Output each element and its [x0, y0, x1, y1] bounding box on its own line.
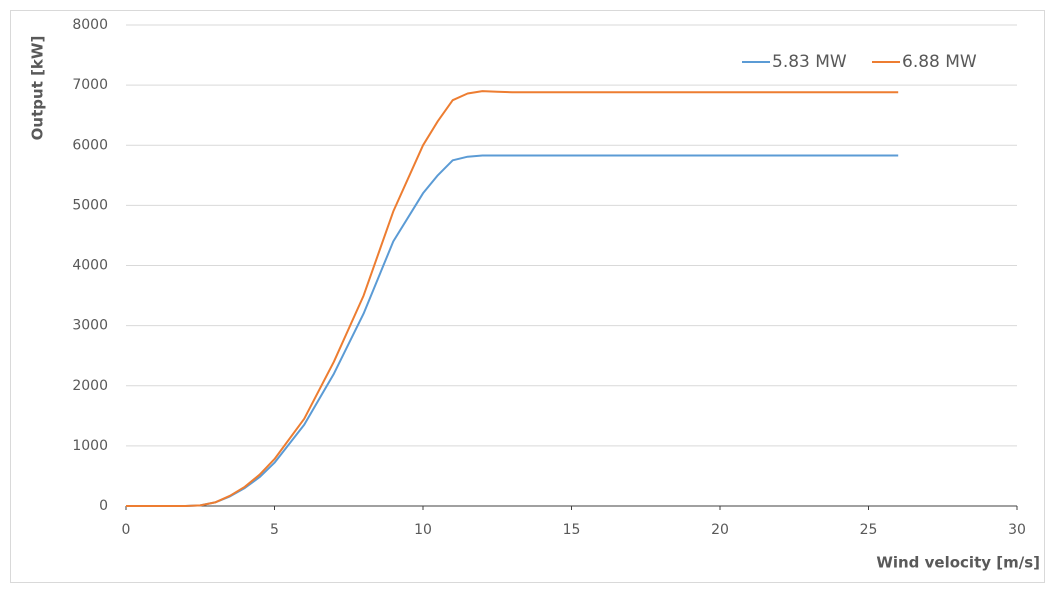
y-tick-label: 2000	[72, 378, 108, 394]
legend-label: 6.88 MW	[902, 52, 977, 72]
series-line	[126, 90, 899, 507]
x-tick-label: 5	[270, 522, 279, 538]
y-tick-label: 0	[99, 498, 108, 514]
y-axis-title: Output [kW]	[29, 36, 47, 141]
y-tick-label: 1000	[72, 438, 108, 454]
x-tick-label: 20	[711, 522, 729, 538]
x-tick-label: 0	[122, 522, 131, 538]
y-tick-label: 7000	[72, 77, 108, 93]
x-tick-label: 10	[414, 522, 432, 538]
y-tick-label: 5000	[72, 197, 108, 213]
legend-label: 5.83 MW	[772, 52, 847, 72]
chart-border	[10, 10, 1045, 583]
x-axis-title: Wind velocity [m/s]	[876, 554, 1040, 572]
y-tick-label: 4000	[72, 258, 108, 274]
x-tick-label: 15	[563, 522, 581, 538]
y-tick-label: 6000	[72, 137, 108, 153]
y-tick-label: 3000	[72, 318, 108, 334]
x-tick-label: 30	[1008, 522, 1026, 538]
x-tick-label: 25	[860, 522, 878, 538]
y-tick-label: 8000	[72, 17, 108, 33]
